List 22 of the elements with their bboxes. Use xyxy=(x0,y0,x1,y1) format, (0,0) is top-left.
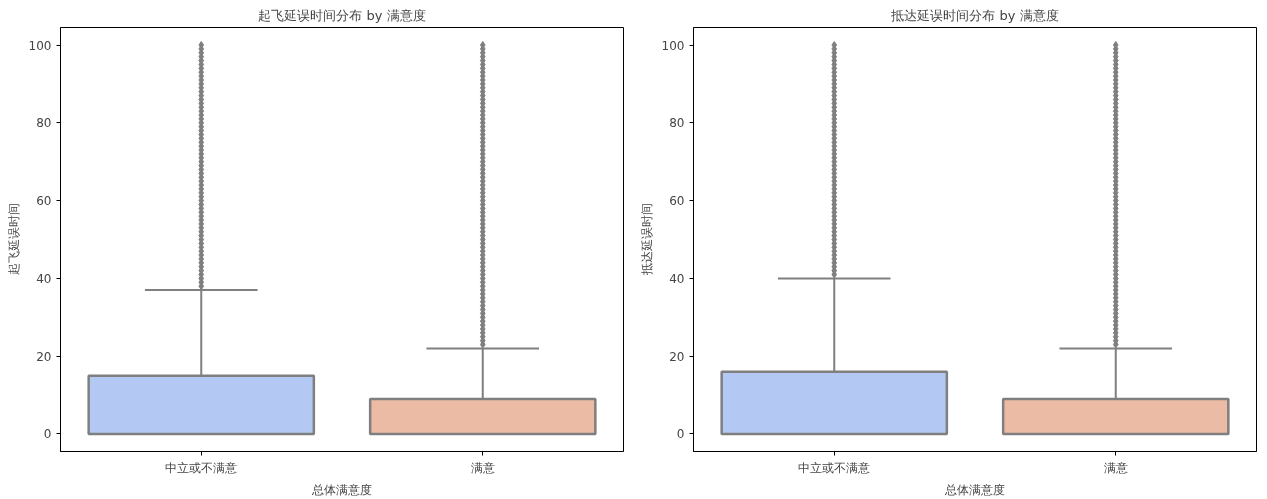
y-tick-label: 0 xyxy=(43,427,52,442)
x-axis-title: 总体满意度 xyxy=(944,482,1005,497)
y-tick-label: 60 xyxy=(36,194,52,209)
x-tick-label: 中立或不满意 xyxy=(165,460,238,475)
x-axis-title: 总体满意度 xyxy=(311,482,372,497)
y-tick-label: 40 xyxy=(669,271,685,286)
y-tick-label: 20 xyxy=(36,349,52,364)
x-tick-label: 满意 xyxy=(1103,460,1128,475)
x-tick-label: 满意 xyxy=(470,460,495,475)
y-axis-title: 抵达延误时间 xyxy=(639,203,654,277)
y-tick-label: 40 xyxy=(36,271,52,286)
x-tick-label: 中立或不满意 xyxy=(798,460,871,475)
y-tick-label: 60 xyxy=(669,194,685,209)
y-tick-label: 80 xyxy=(36,116,52,131)
y-tick-label: 80 xyxy=(669,116,685,131)
y-tick-label: 20 xyxy=(669,349,685,364)
y-tick-label: 100 xyxy=(28,38,52,53)
chart-title: 起飞延误时间分布 by 满意度 xyxy=(258,7,426,23)
y-tick-label: 0 xyxy=(676,427,685,442)
chart-title: 抵达延误时间分布 by 满意度 xyxy=(890,7,1059,23)
y-axis-title: 起飞延误时间 xyxy=(6,203,21,276)
y-tick-label: 100 xyxy=(661,38,685,53)
